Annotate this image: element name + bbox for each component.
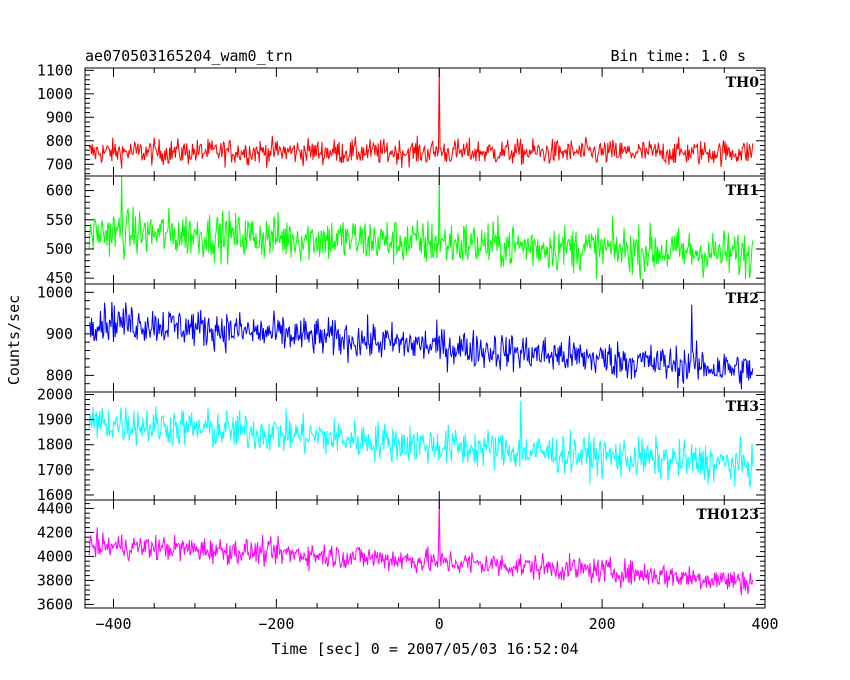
y-tick-label: 2000 bbox=[37, 386, 73, 404]
panel-label-th1: TH1 bbox=[726, 183, 759, 199]
panel-frame bbox=[84, 175, 766, 285]
y-tick-label: 1800 bbox=[37, 436, 73, 454]
y-tick-label: 800 bbox=[46, 366, 73, 384]
bin-time-label: Bin time: 1.0 s bbox=[611, 47, 746, 65]
y-tick-label: 4000 bbox=[37, 547, 73, 565]
panel-th0: 700 800 900 1000 1100 TH0 bbox=[37, 61, 766, 177]
y-tick-label: 900 bbox=[46, 108, 73, 126]
x-tick-label: 400 bbox=[751, 615, 778, 633]
y-tick-label: 1900 bbox=[37, 411, 73, 429]
panel-th0123: 3600 3800 4000 4200 4400 TH0123 bbox=[37, 499, 766, 613]
panel-label-th0123: TH0123 bbox=[696, 507, 759, 523]
panel-th2: 800 900 1000 TH2 bbox=[37, 283, 766, 393]
y-tick-label: 500 bbox=[46, 240, 73, 258]
panel-frame bbox=[84, 499, 766, 609]
y-tick-label: 700 bbox=[46, 155, 73, 173]
y-axis-label: Counts/sec bbox=[5, 295, 23, 385]
y-tick-label: 900 bbox=[46, 325, 73, 343]
y-tick-label: 450 bbox=[46, 269, 73, 287]
x-tick-label: −200 bbox=[258, 615, 294, 633]
x-axis-label: Time [sec] 0 = 2007/05/03 16:52:04 bbox=[271, 640, 578, 658]
y-tick-label: 600 bbox=[46, 182, 73, 200]
panels-group: 700 800 900 1000 1100 TH0 450 500 550 600 TH1 800 90… bbox=[37, 61, 779, 633]
y-tick-label: 4200 bbox=[37, 523, 73, 541]
panel-label-th2: TH2 bbox=[726, 291, 759, 307]
y-tick-label: 4400 bbox=[37, 499, 73, 517]
x-tick-label: 200 bbox=[589, 615, 616, 633]
y-tick-label: 3800 bbox=[37, 571, 73, 589]
x-tick-label: 0 bbox=[435, 615, 444, 633]
y-tick-label: 1000 bbox=[37, 283, 73, 301]
y-tick-label: 550 bbox=[46, 211, 73, 229]
series-line-th2 bbox=[88, 301, 754, 390]
x-tick-label: −400 bbox=[95, 615, 131, 633]
y-tick-label: 1000 bbox=[37, 85, 73, 103]
panel-frame bbox=[84, 391, 766, 501]
y-tick-label: 1600 bbox=[37, 486, 73, 504]
y-tick-label: 800 bbox=[46, 132, 73, 150]
panel-label-th3: TH3 bbox=[726, 399, 759, 415]
chart-title: ae070503165204_wam0_trn bbox=[85, 47, 293, 65]
panel-th1: 450 500 550 600 TH1 bbox=[46, 175, 766, 287]
series-line-th3 bbox=[88, 400, 754, 488]
y-tick-label: 1100 bbox=[37, 61, 73, 79]
panel-frame bbox=[84, 67, 766, 177]
y-tick-label: 1700 bbox=[37, 461, 73, 479]
panel-th3: 1600 1700 1800 1900 2000 TH3 bbox=[37, 386, 766, 504]
series-line-th1 bbox=[88, 176, 754, 280]
series-line-th0123 bbox=[88, 500, 754, 596]
y-tick-label: 3600 bbox=[37, 595, 73, 613]
series-line-th0 bbox=[88, 68, 754, 169]
panel-label-th0: TH0 bbox=[726, 75, 760, 91]
